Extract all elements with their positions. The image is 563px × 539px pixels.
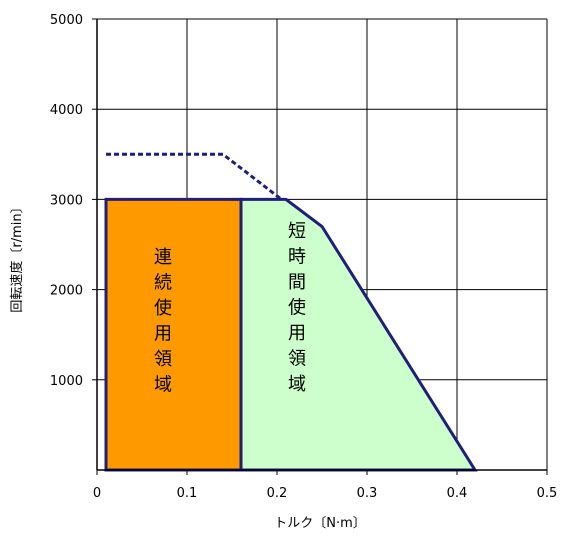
- annotations: 連続使用領域 短時間使用領域: [154, 221, 306, 396]
- y-axis-label: 回転速度〔r/min〕: [9, 200, 25, 312]
- region-annotation-1: 短時間使用領域: [288, 221, 306, 395]
- x-tick-label: 0.2: [267, 486, 288, 501]
- y-tick-label: 1000: [50, 374, 83, 389]
- dashed-peak-line: [106, 152, 283, 201]
- axes: [92, 18, 548, 475]
- x-tick-label: 0.4: [447, 486, 468, 501]
- y-tick-label: 3000: [50, 193, 83, 208]
- tick-labels: 0 0.1 0.2 0.3 0.4 0.5 1000 2000 3000 4000 5000: [50, 13, 557, 501]
- x-tick-label: 0: [93, 486, 101, 501]
- x-tick-label: 0.1: [177, 486, 198, 501]
- x-tick-label: 0.3: [357, 486, 378, 501]
- region-0: [104, 197, 243, 472]
- series-layer: [104, 152, 478, 472]
- x-axis-label: トルク〔N·m〕: [274, 516, 366, 531]
- y-tick-label: 5000: [50, 13, 83, 28]
- x-tick-label: 0.5: [537, 486, 558, 501]
- y-tick-label: 2000: [50, 284, 83, 299]
- region-annotation-0: 連続使用領域: [154, 247, 172, 396]
- y-tick-label: 4000: [50, 103, 83, 118]
